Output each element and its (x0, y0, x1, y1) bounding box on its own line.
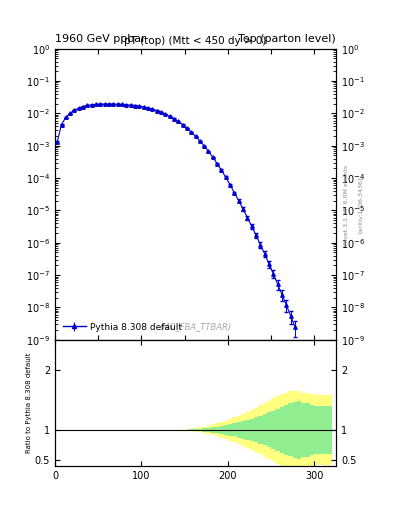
Text: Top (parton level): Top (parton level) (238, 33, 336, 44)
Text: 1960 GeV ppbar: 1960 GeV ppbar (55, 33, 146, 44)
Y-axis label: Ratio to Pythia 8.308 default: Ratio to Pythia 8.308 default (26, 353, 32, 453)
Text: [arXiv:1306.3436]: [arXiv:1306.3436] (358, 177, 363, 233)
Text: Rivet 3.1.10, 6.0M events: Rivet 3.1.10, 6.0M events (344, 165, 349, 245)
Text: (MC_FBA_TTBAR): (MC_FBA_TTBAR) (160, 322, 231, 331)
Title: pT (top) (Mtt < 450 dy > 0): pT (top) (Mtt < 450 dy > 0) (124, 36, 267, 47)
Legend: Pythia 8.308 default: Pythia 8.308 default (59, 319, 186, 335)
